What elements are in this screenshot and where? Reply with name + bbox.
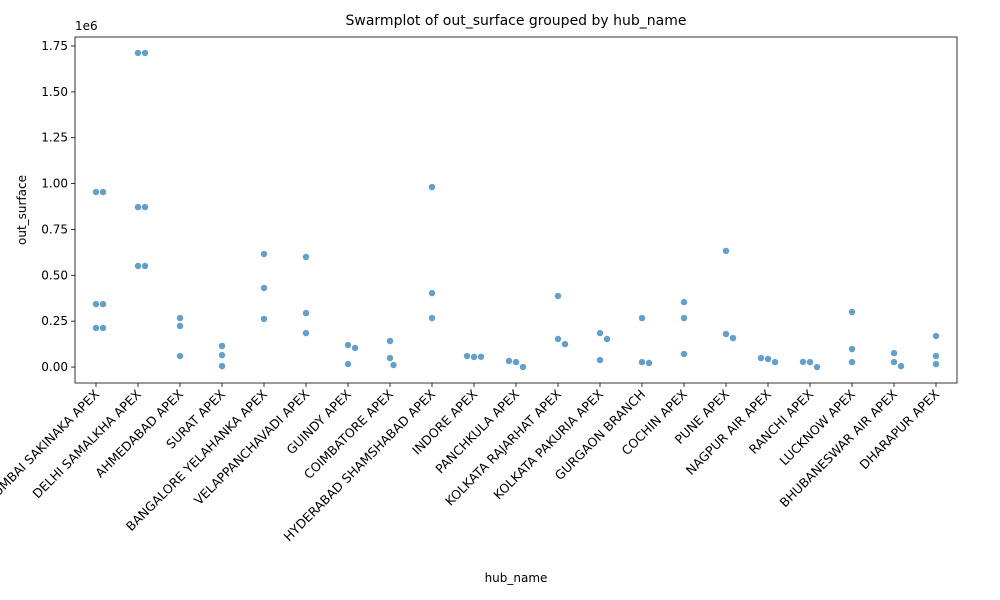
swarm-point [729,334,737,342]
swarm-point [512,358,520,366]
swarm-point [260,315,268,323]
y-tick-label: 0.75 [41,222,68,236]
x-axis-label: hub_name [485,571,548,585]
swarm-point [92,324,100,332]
swarm-point [344,341,352,349]
swarm-point [848,358,856,366]
swarm-point [141,49,149,57]
swarm-point [92,188,100,196]
swarm-point [806,358,814,366]
y-tick-label: 1.00 [41,177,68,191]
swarm-point [99,188,107,196]
y-tick-label: 1.50 [41,85,68,99]
x-tick-label: DHARAPUR APEX [856,386,942,472]
swarm-point [92,300,100,308]
swarm-point [176,352,184,360]
swarm-point [848,345,856,353]
swarm-point [890,358,898,366]
swarm-point [390,361,397,369]
swarm-point [638,314,646,322]
swarm-point [351,344,359,352]
swarm-point [428,314,436,322]
plot-frame [74,36,958,384]
swarm-point [897,362,905,370]
swarm-point [302,253,310,261]
swarm-point [680,314,688,322]
swarm-point [134,262,142,270]
swarm-point [722,330,730,338]
y-tick-label: 0.50 [41,268,68,282]
swarm-point [554,335,562,343]
swarm-point [561,340,569,348]
y-tick-label: 0.25 [41,314,68,328]
swarm-point [428,289,436,297]
y-offset-label: 1e6 [75,19,98,33]
swarm-point [141,262,149,270]
swarm-point [848,308,856,316]
swarm-point [722,247,730,255]
swarm-point [757,354,765,362]
swarm-point [386,354,394,362]
swarm-point [386,337,394,345]
swarm-point [218,342,226,350]
swarm-point [218,351,226,359]
swarm-point [463,352,471,360]
swarm-point [645,359,653,367]
y-axis-label: out_surface [15,175,29,245]
swarm-point [260,250,268,258]
swarm-point [603,335,611,343]
swarm-point [519,363,527,371]
swarm-point [596,356,604,364]
swarm-point [99,300,107,308]
swarm-point [680,350,688,358]
x-tick-label: LUCKNOW APEX [776,386,858,468]
swarm-point [344,360,352,368]
chart-title: Swarmplot of out_surface grouped by hub_… [346,13,687,29]
swarm-point [477,353,485,360]
swarm-point [134,49,142,57]
y-tick-label: 0.00 [41,360,68,374]
swarm-point [638,358,646,366]
swarm-point [764,355,772,363]
swarm-point [141,203,149,211]
swarm-point [176,314,184,322]
swarm-point [428,183,436,191]
swarm-point [134,203,142,211]
swarm-point [680,298,688,306]
x-tick-label: HYDERABAD SHAMSHABAD APEX [281,386,439,544]
swarm-point [470,353,478,361]
swarm-point [302,309,310,317]
swarm-point [932,360,940,368]
swarm-point [554,292,562,300]
swarm-point [596,329,604,337]
swarm-point [218,362,226,370]
swarm-point [890,349,898,357]
swarm-point [813,363,821,371]
swarm-point [505,357,513,365]
swarm-point [771,358,779,366]
y-tick-label: 1.25 [41,131,68,145]
swarm-point [799,358,807,366]
swarm-point [260,284,268,292]
y-tick-label: 1.75 [41,39,68,53]
swarm-point [932,352,940,360]
swarm-point [176,322,184,330]
swarm-point [932,332,940,340]
swarm-point [302,329,310,337]
swarm-point [99,324,107,332]
